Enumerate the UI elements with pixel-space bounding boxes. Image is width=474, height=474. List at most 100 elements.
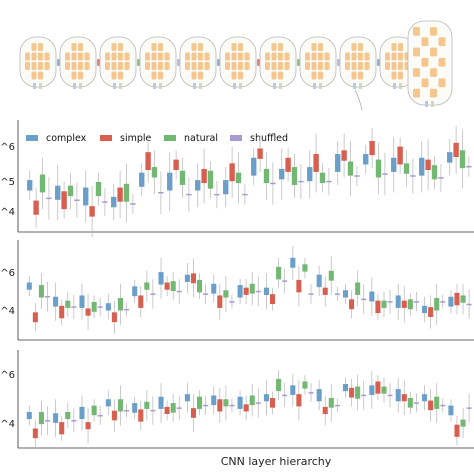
box-simple bbox=[201, 168, 207, 184]
block-outline bbox=[99, 36, 137, 88]
pool-marker bbox=[39, 83, 42, 89]
box-complex bbox=[158, 272, 164, 285]
layer-node bbox=[65, 52, 70, 61]
legend-label: simple bbox=[120, 133, 152, 144]
box-shuffled bbox=[124, 308, 130, 311]
box-shuffled bbox=[186, 193, 192, 196]
layer-node bbox=[385, 62, 390, 70]
layer-node bbox=[151, 43, 157, 51]
box-groups bbox=[26, 246, 472, 334]
box-simple bbox=[369, 140, 375, 156]
box-natural bbox=[355, 386, 361, 399]
layer-node bbox=[191, 43, 197, 51]
ytick-label: 10^4 bbox=[0, 419, 15, 430]
box-natural bbox=[39, 174, 46, 193]
arrow-link bbox=[354, 89, 363, 111]
layer-node bbox=[391, 71, 397, 80]
panel-bottom: 10^6 10^4 bbox=[0, 350, 474, 449]
layer-node bbox=[78, 62, 83, 70]
legend-swatch-simple bbox=[100, 135, 112, 141]
box-simple bbox=[145, 152, 151, 171]
layer-node bbox=[345, 62, 350, 70]
pool-marker bbox=[233, 83, 236, 89]
box-complex bbox=[184, 394, 190, 402]
box-simple bbox=[269, 397, 276, 408]
box-complex bbox=[307, 167, 313, 182]
skip-connector bbox=[137, 59, 140, 66]
box-complex bbox=[395, 389, 401, 402]
box-complex bbox=[27, 180, 33, 191]
pool-marker bbox=[319, 83, 322, 89]
layer-group bbox=[184, 259, 209, 304]
layer-node bbox=[364, 52, 370, 61]
box-natural bbox=[328, 270, 334, 281]
layer-node bbox=[158, 43, 163, 51]
layer-node bbox=[311, 62, 317, 70]
box-natural bbox=[459, 150, 466, 169]
box-simple bbox=[111, 410, 117, 421]
layer-group bbox=[167, 150, 192, 213]
layer-node bbox=[398, 52, 403, 61]
block-outline bbox=[19, 36, 57, 88]
box-complex bbox=[342, 384, 349, 392]
layer-node bbox=[105, 52, 110, 61]
box-simple bbox=[322, 287, 328, 295]
legend: complex simple natural shuffled bbox=[26, 133, 288, 144]
box-simple bbox=[217, 295, 223, 308]
box-simple bbox=[269, 294, 276, 305]
pool-marker bbox=[119, 83, 122, 89]
box-shuffled bbox=[242, 193, 248, 196]
layer-group bbox=[448, 283, 472, 320]
layer-group bbox=[211, 385, 235, 423]
panel-top: 10^6 10^5 10^4 complex simple natural sh… bbox=[0, 120, 474, 238]
box-natural bbox=[38, 411, 44, 425]
block-outline bbox=[259, 36, 297, 88]
layer-node bbox=[305, 62, 310, 70]
x-axis-label: CNN layer hierarchy bbox=[221, 455, 332, 468]
layer-node bbox=[413, 88, 420, 98]
layer-node bbox=[118, 52, 123, 61]
box-natural bbox=[355, 282, 361, 295]
layer-node bbox=[111, 43, 117, 51]
layer-node bbox=[25, 52, 30, 61]
layer-node bbox=[31, 71, 37, 80]
box-simple bbox=[425, 159, 431, 171]
layer-node bbox=[318, 62, 323, 70]
pool-marker bbox=[193, 83, 196, 89]
box-shuffled bbox=[413, 301, 419, 303]
box-natural bbox=[170, 281, 176, 292]
layer-node bbox=[324, 52, 330, 61]
pool-marker bbox=[153, 83, 156, 89]
layer-node bbox=[124, 62, 130, 70]
pool-marker bbox=[33, 83, 36, 89]
box-complex bbox=[363, 154, 369, 165]
pool-marker bbox=[399, 83, 402, 89]
box-shuffled bbox=[44, 295, 51, 298]
layer-node bbox=[231, 43, 237, 51]
cnn-block bbox=[339, 36, 380, 89]
box-natural bbox=[347, 161, 354, 176]
layer-node bbox=[231, 52, 237, 61]
box-complex bbox=[55, 185, 61, 200]
box-complex bbox=[237, 285, 243, 298]
box-complex bbox=[53, 296, 59, 307]
pool-marker bbox=[431, 101, 434, 107]
layer-node bbox=[265, 52, 270, 61]
box-simple bbox=[164, 406, 170, 414]
box-complex bbox=[422, 305, 428, 314]
layer-node bbox=[191, 71, 197, 80]
cnn-block bbox=[219, 36, 260, 89]
layer-group bbox=[448, 393, 472, 446]
box-complex bbox=[448, 405, 454, 416]
box-complex bbox=[316, 274, 322, 288]
box-simple bbox=[89, 206, 95, 217]
layer-node bbox=[271, 43, 277, 51]
layer-node bbox=[271, 52, 277, 61]
skip-connector bbox=[217, 59, 220, 66]
box-natural bbox=[403, 163, 410, 174]
layer-node bbox=[84, 52, 90, 61]
box-simple bbox=[322, 406, 328, 414]
layer-node bbox=[413, 47, 420, 57]
box-simple bbox=[117, 187, 123, 202]
layer-node bbox=[398, 43, 403, 51]
